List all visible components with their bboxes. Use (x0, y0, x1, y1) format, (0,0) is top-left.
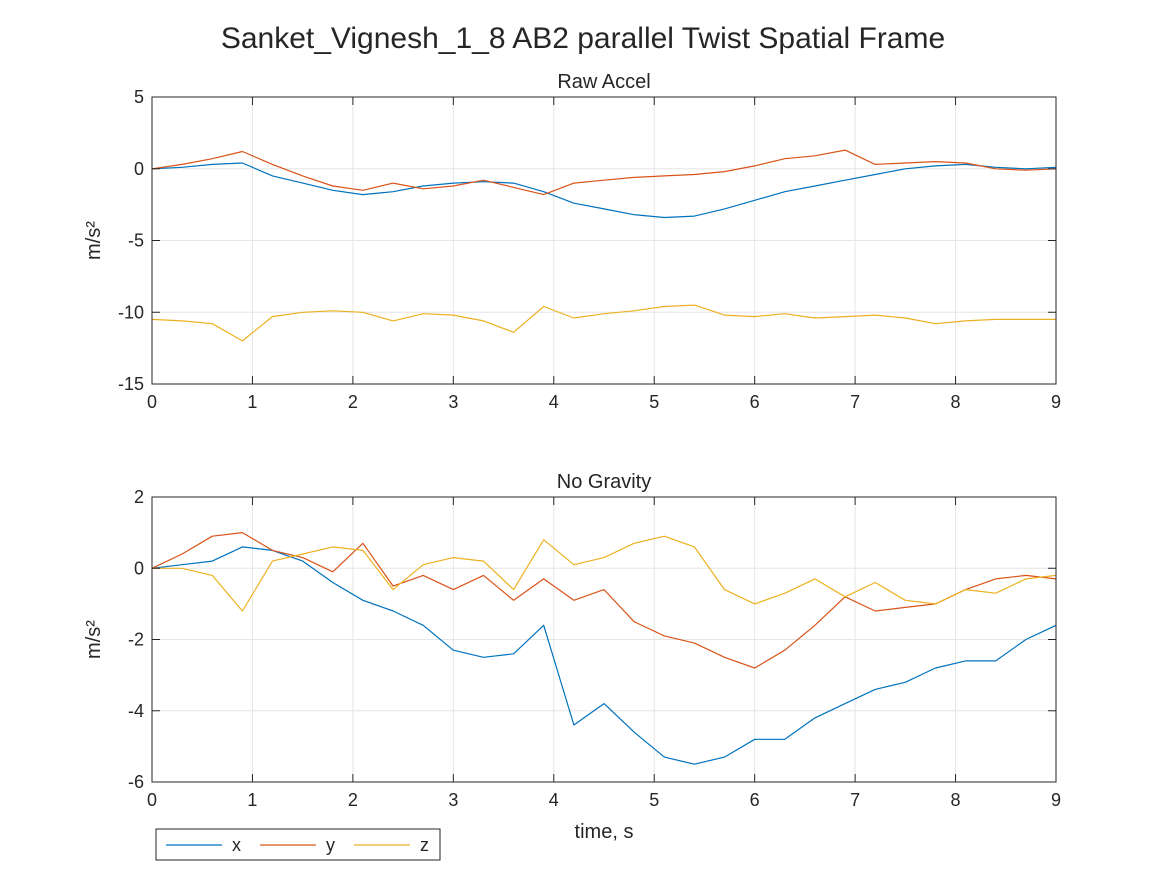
x-tick-label: 4 (549, 392, 559, 412)
y-tick-label: 0 (134, 558, 144, 578)
series-line-y (152, 531, 1056, 669)
x-tick-label: 0 (147, 790, 157, 810)
series-line-y (152, 149, 1056, 196)
x-tick-label: 2 (348, 392, 358, 412)
subplots: 0 1 2 3 4 5 6 7 8 9 5 0 -5 -10 -15 Raw Accel m/s² 0 1 2 3 4 5 6… (83, 71, 1061, 843)
x-tick-label: 1 (247, 790, 257, 810)
y-tick-label: -4 (128, 701, 144, 721)
x-tick-label: 0 (147, 392, 157, 412)
figure-title: Sanket_Vignesh_1_8 AB2 parallel Twist Sp… (221, 22, 945, 55)
legend: x y z (155, 828, 441, 861)
y-tick-label: -15 (118, 374, 144, 394)
x-tick-label: 3 (448, 392, 458, 412)
x-tick-label: 5 (649, 392, 659, 412)
series-line-z (152, 304, 1056, 342)
y-tick-label: -2 (128, 630, 144, 650)
y-tick-label: -5 (128, 231, 144, 251)
x-tick-label: 6 (750, 790, 760, 810)
legend-label-z: z (420, 835, 429, 855)
x-tick-label: 9 (1051, 392, 1061, 412)
series-line-x (152, 162, 1056, 219)
y-axis-label: m/s² (83, 620, 105, 659)
legend-label-y: y (326, 835, 335, 855)
y-tick-label: 5 (134, 87, 144, 107)
x-tick-label: 7 (850, 790, 860, 810)
x-tick-label: 8 (951, 790, 961, 810)
y-axis-label: m/s² (83, 221, 105, 260)
x-tick-label: 8 (951, 392, 961, 412)
y-tick-label: -10 (118, 302, 144, 322)
x-tick-label: 2 (348, 790, 358, 810)
y-tick-label: 2 (134, 487, 144, 507)
x-tick-label: 6 (750, 392, 760, 412)
y-tick-label: 0 (134, 159, 144, 179)
subplot-2: 0 1 2 3 4 5 6 7 8 9 2 0 -2 -4 -6 No Gravity m/s² time, s (83, 471, 1061, 843)
subplot-title: No Gravity (557, 471, 651, 493)
x-tick-label: 1 (247, 392, 257, 412)
subplot-1: 0 1 2 3 4 5 6 7 8 9 5 0 -5 -10 -15 Raw Accel m/s² (83, 71, 1061, 412)
subplot-title: Raw Accel (557, 71, 650, 93)
x-axis-label: time, s (575, 821, 634, 843)
x-tick-label: 4 (549, 790, 559, 810)
y-tick-label: -6 (128, 772, 144, 792)
x-tick-label: 3 (448, 790, 458, 810)
legend-label-x: x (232, 835, 241, 855)
x-tick-label: 9 (1051, 790, 1061, 810)
series-line-z (152, 535, 1056, 612)
x-tick-label: 5 (649, 790, 659, 810)
series-line-x (152, 546, 1056, 765)
x-tick-label: 7 (850, 392, 860, 412)
